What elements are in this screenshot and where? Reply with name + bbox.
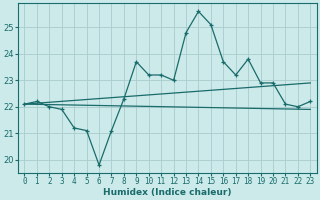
- X-axis label: Humidex (Indice chaleur): Humidex (Indice chaleur): [103, 188, 232, 197]
